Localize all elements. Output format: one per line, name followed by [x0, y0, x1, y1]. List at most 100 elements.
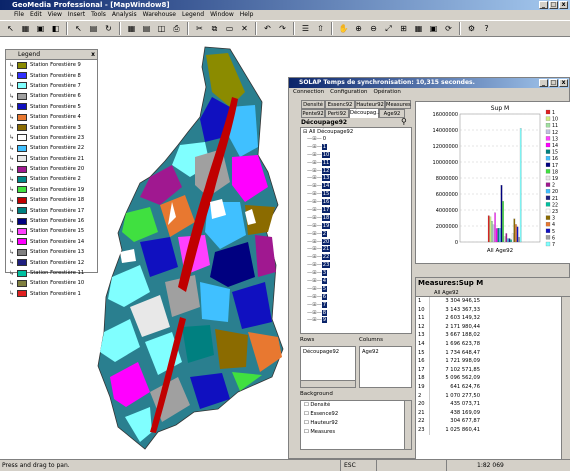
- tree-item[interactable]: —⊞—0: [301, 136, 411, 144]
- solap-maximize-button[interactable]: □: [549, 79, 558, 87]
- solap-close-button[interactable]: x: [559, 79, 568, 87]
- map-window-icon[interactable]: ▦: [127, 24, 136, 33]
- grid-icon[interactable]: ▦: [414, 24, 423, 33]
- tree-item[interactable]: —⊞—15: [301, 191, 411, 199]
- legend-toggle-icon[interactable]: ↳: [9, 269, 15, 277]
- delete-icon[interactable]: ✕: [241, 24, 248, 33]
- table-row[interactable]: 10 3 143 367,33: [416, 305, 570, 315]
- bar[interactable]: [507, 238, 509, 243]
- minimize-button[interactable]: _: [539, 1, 548, 9]
- bar[interactable]: [515, 224, 517, 243]
- tree-expand-icon[interactable]: —⊞—: [307, 270, 322, 277]
- tab-age92[interactable]: Age92: [379, 109, 405, 118]
- table-row[interactable]: 1 3 304 946,15: [416, 297, 570, 306]
- table-row[interactable]: 22 304 677,87: [416, 417, 570, 426]
- tree-expand-icon[interactable]: —⊞—: [307, 159, 322, 166]
- tab-perti92[interactable]: Perti92: [325, 109, 349, 118]
- table-row[interactable]: 16 1 721 998,09: [416, 357, 570, 366]
- legend-toggle-icon[interactable]: ↳: [9, 72, 15, 80]
- tree-expand-icon[interactable]: —⊞—: [307, 199, 322, 206]
- dimension-tree[interactable]: ⊟ All Découpage92 —⊞—0 —⊞—1 —⊞—10 —⊞—11 —⊞—1…: [300, 127, 412, 334]
- tree-item[interactable]: —⊞—6: [301, 293, 411, 302]
- legend-toggle-icon[interactable]: ↳: [9, 155, 15, 163]
- redo-icon[interactable]: ↷: [279, 24, 286, 33]
- menu-analysis[interactable]: Analysis: [111, 11, 137, 18]
- legend-item[interactable]: ↳ Station Forestière 13: [6, 247, 97, 257]
- tree-item[interactable]: —⊞—14: [301, 183, 411, 191]
- tree-item[interactable]: —⊞—13: [301, 175, 411, 183]
- legend-close-button[interactable]: x: [91, 51, 95, 58]
- tree-expand-icon[interactable]: —⊞—: [307, 222, 322, 229]
- checkbox-icon[interactable]: ☐: [304, 402, 311, 408]
- properties-icon[interactable]: ⚙: [467, 24, 476, 33]
- tree-expand-icon[interactable]: —⊞—: [307, 301, 322, 308]
- legend-toggle-icon[interactable]: ↳: [9, 92, 15, 100]
- tree-item[interactable]: —⊞—11: [301, 159, 411, 168]
- legend-item[interactable]: ↳ Station Forestière 7: [6, 81, 97, 91]
- bar[interactable]: [491, 221, 493, 243]
- tree-expand-icon[interactable]: —⊞—: [307, 238, 322, 245]
- tree-item[interactable]: —⊞—22: [301, 254, 411, 262]
- tree-item[interactable]: —⊞—18: [301, 214, 411, 223]
- tree-expand-icon[interactable]: —⊞—: [307, 151, 322, 158]
- legend-item[interactable]: ↳ Station Forestière 11: [6, 268, 97, 278]
- tree-expand-icon[interactable]: —⊞—: [307, 191, 322, 198]
- legend-toggle-icon[interactable]: ↳: [9, 165, 15, 173]
- tab-essenc92[interactable]: Essenc92: [325, 100, 355, 109]
- legend-item[interactable]: ↳ Station Forestière 5: [6, 102, 97, 112]
- menu-edit[interactable]: Edit: [30, 11, 42, 18]
- overview-icon[interactable]: ▣: [429, 24, 438, 33]
- columns-panel[interactable]: Age92: [359, 346, 412, 388]
- layout-icon[interactable]: ◫: [157, 24, 166, 33]
- tree-item[interactable]: —⊞—10: [301, 151, 411, 160]
- tree-expand-icon[interactable]: —⊞—: [307, 183, 322, 190]
- data-window-icon[interactable]: ▤: [142, 24, 151, 33]
- tab-densite[interactable]: Densité: [301, 100, 325, 109]
- legend-item[interactable]: ↳ Station Forestière 19: [6, 185, 97, 195]
- legend-item[interactable]: ↳ Station Forestière 23: [6, 133, 97, 143]
- tree-expand-icon[interactable]: —⊞—: [307, 246, 322, 253]
- zoom-in-icon[interactable]: ⊕: [355, 24, 362, 33]
- bar[interactable]: [519, 128, 522, 243]
- feature-icon[interactable]: ▣: [36, 24, 45, 33]
- bar[interactable]: [505, 233, 508, 243]
- checkbox-icon[interactable]: ☐: [304, 420, 311, 426]
- tree-item[interactable]: —⊞—9: [301, 317, 411, 325]
- tree-item[interactable]: —⊞—4: [301, 278, 411, 286]
- table-row[interactable]: 2 1 070 277,50: [416, 391, 570, 401]
- binoculars-icon[interactable]: ⚲: [401, 117, 407, 126]
- background-item[interactable]: ☐ Essence92: [301, 410, 411, 419]
- legend-toggle-icon[interactable]: ↳: [9, 124, 15, 132]
- menu-file[interactable]: File: [14, 11, 25, 18]
- table-row[interactable]: 13 3 667 188,02: [416, 331, 570, 340]
- tree-expand-icon[interactable]: —⊞—: [307, 285, 322, 292]
- bar[interactable]: [511, 233, 514, 243]
- legend-toggle-icon[interactable]: ↳: [9, 186, 15, 194]
- bar[interactable]: [513, 218, 516, 243]
- legend-toggle-icon[interactable]: ↳: [9, 290, 15, 298]
- refresh-map-icon[interactable]: ⟳: [445, 24, 452, 33]
- bar[interactable]: [499, 228, 501, 243]
- legend-item[interactable]: ↳ Station Forestière 6: [6, 91, 97, 101]
- bar[interactable]: [497, 228, 500, 243]
- tree-item[interactable]: —⊞—7: [301, 301, 411, 310]
- map-svg[interactable]: [0, 37, 570, 459]
- checkbox-icon[interactable]: ☐: [304, 429, 311, 435]
- bar[interactable]: [503, 236, 506, 243]
- tree-expand-icon[interactable]: —⊞—: [307, 207, 322, 214]
- zoom-out-icon[interactable]: ⊖: [370, 24, 377, 33]
- solap-menu-0[interactable]: Connection: [293, 89, 325, 95]
- legend-item[interactable]: ↳ Station Forestière 20: [6, 164, 97, 174]
- table-row[interactable]: 23 1 025 860,41: [416, 425, 570, 435]
- help-icon[interactable]: ?: [484, 24, 489, 33]
- bar[interactable]: [500, 185, 503, 243]
- fit-all-icon[interactable]: ⤢: [385, 23, 392, 33]
- background-item[interactable]: ☐ Measures: [301, 428, 411, 437]
- tree-item[interactable]: —⊞—20: [301, 238, 411, 247]
- legend-toggle-icon[interactable]: ↳: [9, 134, 15, 142]
- table-row[interactable]: 14 1 696 623,78: [416, 339, 570, 349]
- table-row[interactable]: 17 7 102 571,85: [416, 365, 570, 375]
- legend-item[interactable]: ↳ Station Forestière 1: [6, 289, 97, 299]
- bar[interactable]: [518, 237, 520, 243]
- menu-tools[interactable]: Tools: [91, 11, 106, 18]
